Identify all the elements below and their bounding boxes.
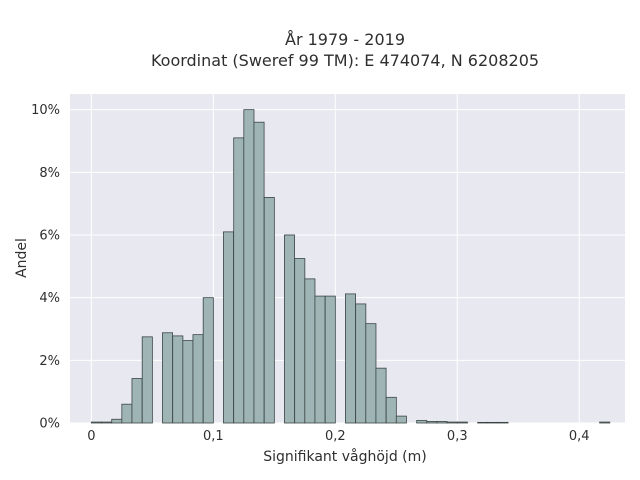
grid-lines [70, 94, 625, 424]
histogram-bar [162, 332, 174, 424]
histogram-bar [233, 137, 245, 424]
y-tick-label: 0% [39, 417, 60, 432]
histogram-bar [416, 420, 428, 424]
histogram-bar [477, 421, 489, 424]
y-tick-labels: 0% 2% 4% 6% 8% 10% [31, 103, 60, 431]
y-tick-label: 6% [39, 229, 60, 244]
histogram-bar [192, 334, 204, 424]
histogram-bar [355, 303, 367, 424]
x-tick-label: 0 [87, 429, 95, 444]
histogram-bar [131, 378, 143, 424]
histogram-bar [90, 421, 102, 424]
histogram-bar [243, 109, 255, 424]
histogram-bar [436, 421, 448, 424]
histogram-bar [314, 295, 326, 424]
histogram-bar [385, 396, 397, 424]
x-tick-label: 0,3 [447, 429, 468, 444]
histogram-bar [487, 421, 499, 424]
x-tick-labels: 0 0,1 0,2 0,3 0,4 [87, 429, 589, 444]
histogram-bar [101, 421, 113, 424]
histogram-bar [141, 336, 153, 424]
histogram-bar [395, 415, 407, 424]
y-tick-label: 10% [31, 103, 60, 118]
y-tick-label: 4% [39, 291, 60, 306]
x-axis-label: Signifikant våghöjd (m) [263, 448, 426, 465]
histogram-bar [345, 293, 356, 424]
histogram-bar [121, 403, 133, 424]
histogram-bar [223, 231, 235, 424]
histogram-bar [263, 196, 275, 424]
histogram-bar [253, 121, 265, 424]
histogram-bar [202, 297, 214, 424]
y-tick-label: 8% [39, 166, 60, 181]
histogram-bar [426, 421, 438, 424]
y-tick-label: 2% [39, 354, 60, 369]
histogram-bar [446, 421, 458, 424]
histogram-bar [182, 340, 194, 424]
histogram-bar [599, 421, 611, 424]
y-axis-label: Andel [14, 238, 30, 278]
histogram-bar [172, 335, 184, 424]
x-tick-label: 0,2 [325, 429, 346, 444]
chart-title-line-2: Koordinat (Sweref 99 TM): E 474074, N 62… [151, 51, 539, 70]
histogram-bar [294, 258, 306, 424]
x-tick-label: 0,1 [203, 429, 224, 444]
histogram-bars [90, 109, 611, 424]
histogram-bar [324, 295, 336, 424]
x-tick-label: 0,4 [569, 429, 590, 444]
histogram-bar [304, 278, 316, 424]
histogram-bar [456, 421, 468, 424]
histogram-bar [365, 323, 377, 424]
histogram-bar [375, 367, 387, 424]
histogram-bar [497, 421, 509, 424]
histogram-bar [284, 234, 296, 424]
chart-title-line-1: År 1979 - 2019 [285, 30, 405, 49]
histogram-bar [111, 418, 123, 424]
